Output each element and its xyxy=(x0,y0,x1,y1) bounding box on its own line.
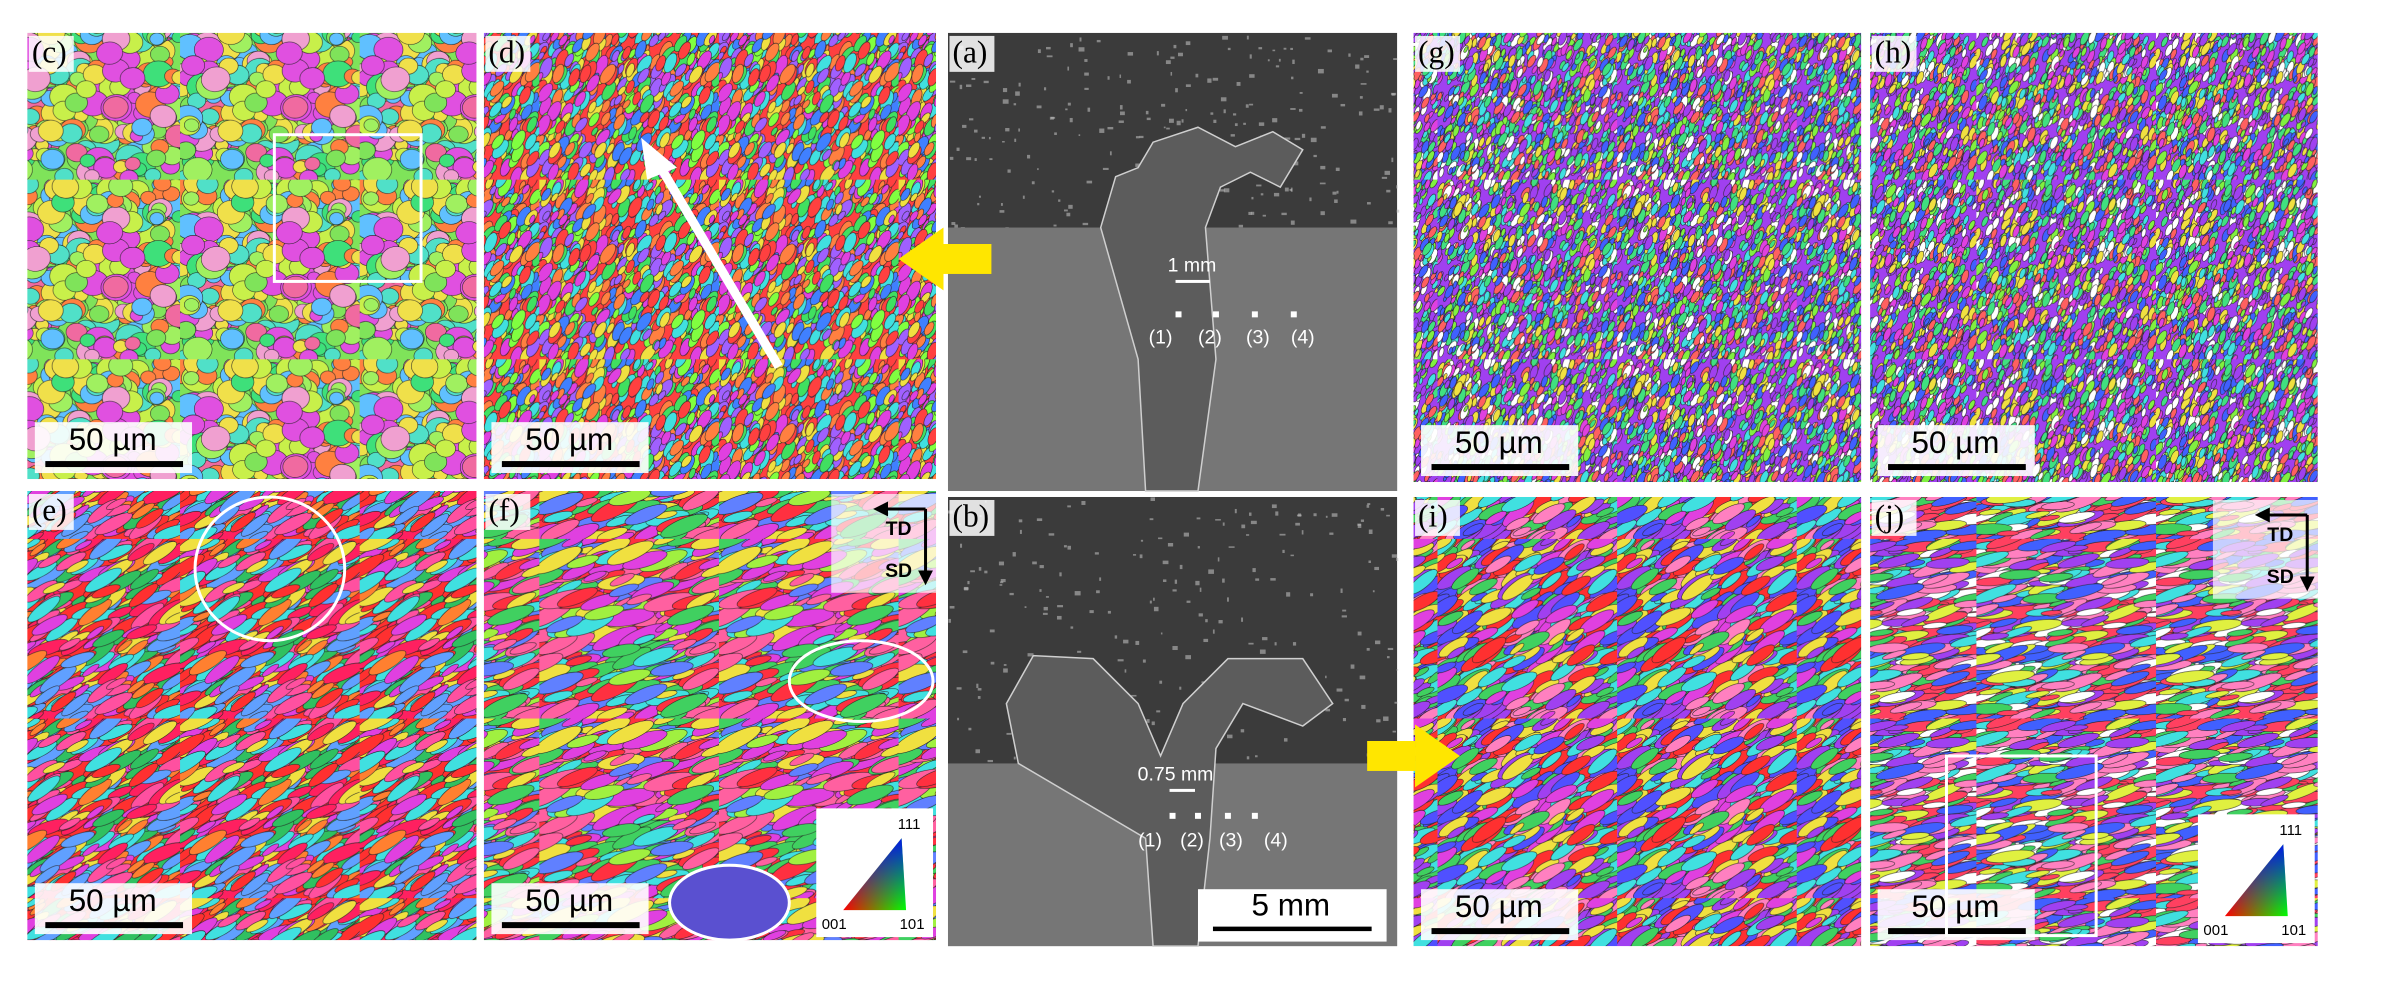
scale-bar xyxy=(45,461,184,468)
scale-bar-label: 50 µm xyxy=(1455,425,1543,460)
scale-bar-label: 50 µm xyxy=(69,422,157,457)
panel-label: (g) xyxy=(1418,35,1455,70)
ebsd-map xyxy=(27,32,477,480)
panel-label-bg xyxy=(485,35,531,72)
ebsd-map xyxy=(1413,32,1862,483)
panel-label: (c) xyxy=(32,35,67,70)
scale-bar-label: 50 µm xyxy=(525,422,613,457)
panel-label-bg xyxy=(1415,35,1460,72)
scale-bar xyxy=(501,461,640,468)
panel-label-bg xyxy=(28,35,74,72)
panel-label: (d) xyxy=(488,35,525,70)
